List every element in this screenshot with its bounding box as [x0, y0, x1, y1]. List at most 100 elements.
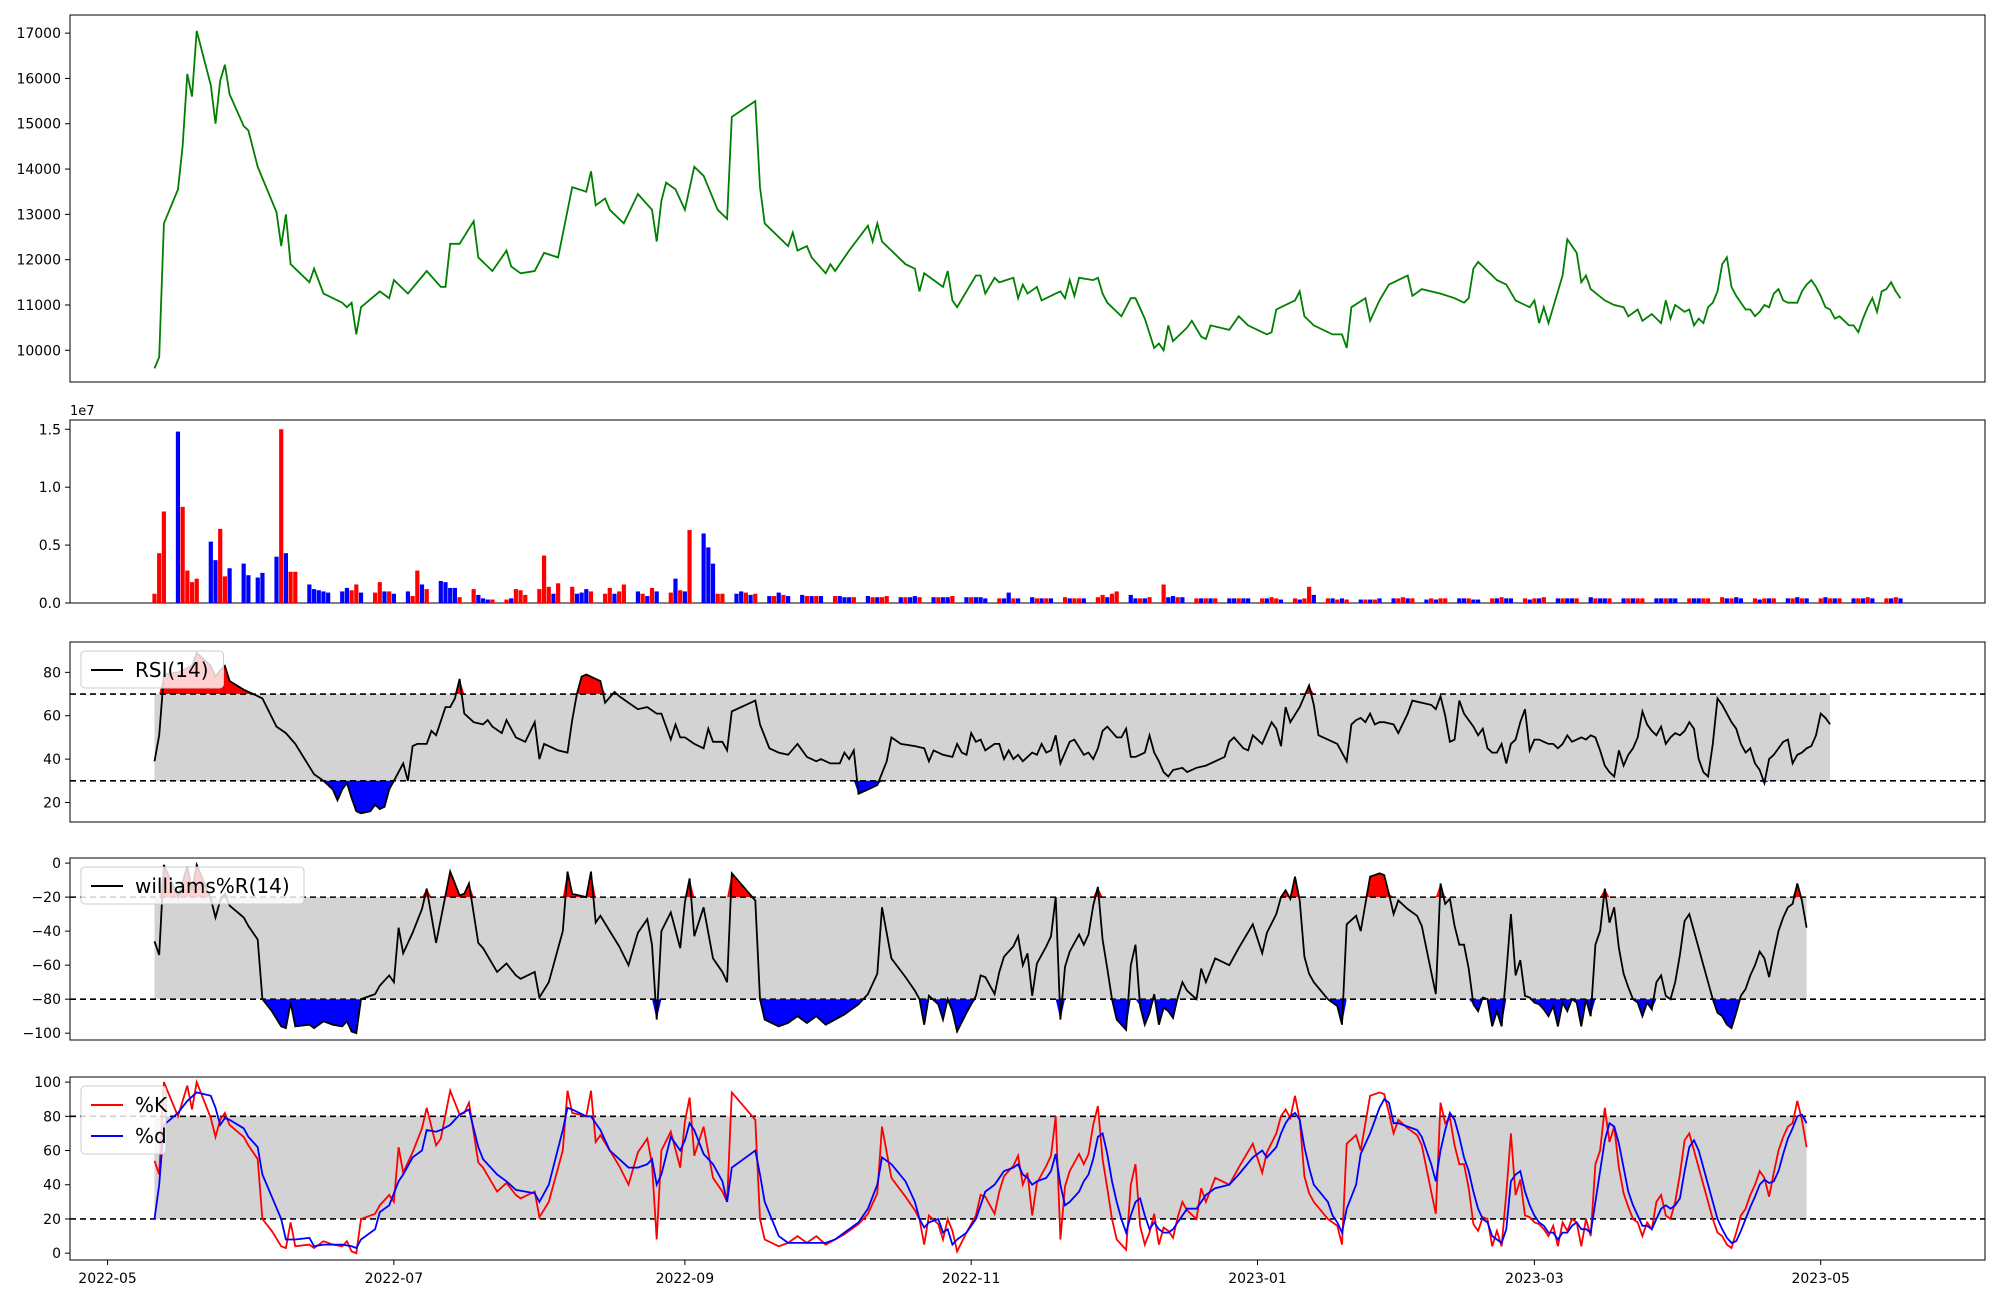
williams-ytick-label: −80	[31, 992, 61, 1008]
volume-bar	[1335, 600, 1339, 603]
volume-bar	[1556, 598, 1560, 603]
price-ytick-label: 17000	[16, 26, 61, 42]
volume-bar	[317, 590, 321, 603]
williams-ytick-label: −100	[23, 1026, 61, 1042]
volume-bar	[1790, 598, 1794, 603]
volume-bar	[809, 596, 813, 603]
volume-bar	[1237, 598, 1241, 603]
volume-bar	[866, 596, 870, 603]
volume-bar	[913, 596, 917, 603]
price-ytick-label: 12000	[16, 253, 61, 269]
x-tick-label: 2022-05	[78, 1271, 137, 1287]
volume-bar	[1044, 598, 1048, 603]
volume-bar	[716, 594, 720, 603]
volume-bar	[1640, 598, 1644, 603]
volume-bar	[227, 568, 231, 603]
rsi-neutral-band	[154, 694, 1830, 781]
volume-bar	[702, 534, 706, 603]
volume-ytick-label: 0.5	[39, 538, 61, 554]
volume-bar	[950, 596, 954, 603]
volume-offset-label: 1e7	[70, 404, 95, 419]
volume-bar	[903, 597, 907, 603]
volume-bar	[1307, 587, 1311, 603]
volume-bar	[195, 579, 199, 603]
volume-bar	[1537, 598, 1541, 603]
volume-bar	[1133, 598, 1137, 603]
price-ytick-label: 14000	[16, 162, 61, 178]
volume-bar	[1457, 598, 1461, 603]
volume-bar	[289, 572, 293, 603]
volume-bar	[1889, 598, 1893, 603]
volume-bar	[1593, 598, 1597, 603]
volume-bar	[1129, 595, 1133, 603]
volume-bar	[589, 591, 593, 603]
volume-bar	[1851, 598, 1855, 603]
volume-bar	[612, 594, 616, 603]
volume-bar	[1035, 598, 1039, 603]
volume-bar	[1697, 598, 1701, 603]
volume-bar	[1870, 598, 1874, 603]
volume-bar	[1504, 598, 1508, 603]
volume-bar	[1772, 598, 1776, 603]
volume-bar	[603, 594, 607, 603]
williams-legend-label: williams%R(14)	[135, 874, 290, 898]
volume-bar	[392, 594, 396, 603]
volume-bar	[1673, 598, 1677, 603]
volume-bar	[1424, 600, 1428, 603]
volume-bar	[350, 590, 354, 603]
volume-bar	[457, 597, 461, 603]
volume-bar	[964, 597, 968, 603]
volume-bar	[256, 578, 260, 603]
volume-bar	[871, 597, 875, 603]
volume-bar	[1438, 598, 1442, 603]
volume-bar	[1523, 598, 1527, 603]
volume-bar	[218, 529, 222, 603]
volume-bar	[1861, 598, 1865, 603]
volume-bar	[443, 582, 447, 603]
volume-bar	[1884, 598, 1888, 603]
rsi-ytick-label: 60	[43, 709, 61, 725]
volume-bar	[1368, 600, 1372, 603]
volume-bar	[1495, 598, 1499, 603]
volume-bar	[1664, 598, 1668, 603]
volume-bar	[481, 598, 485, 603]
volume-bar	[312, 589, 316, 603]
volume-bar	[547, 587, 551, 603]
volume-bar	[1434, 600, 1438, 603]
williams-oversold-fill	[155, 999, 1807, 1033]
volume-bar	[1293, 598, 1297, 603]
volume-bar	[411, 596, 415, 603]
volume-bar	[1626, 598, 1630, 603]
x-tick-label: 2022-07	[365, 1271, 424, 1287]
volume-bar	[1359, 600, 1363, 603]
volume-bar	[223, 576, 227, 603]
volume-bar	[1856, 598, 1860, 603]
volume-bar	[936, 597, 940, 603]
volume-bar	[852, 597, 856, 603]
volume-bar	[687, 530, 691, 603]
williams-ytick-label: 0	[52, 856, 61, 872]
volume-bar	[406, 591, 410, 603]
volume-bar	[655, 591, 659, 603]
volume-bar	[1575, 598, 1579, 603]
rsi-oversold-fill	[155, 781, 1831, 814]
volume-bar	[1636, 598, 1640, 603]
volume-bar	[162, 512, 166, 604]
volume-bar	[1312, 595, 1316, 603]
volume-bar	[1227, 598, 1231, 603]
volume-bar	[1819, 598, 1823, 603]
volume-bar	[1213, 598, 1217, 603]
volume-bar	[1443, 598, 1447, 603]
volume-bar	[1758, 600, 1762, 603]
volume-bar	[213, 560, 217, 603]
volume-bar	[1030, 597, 1034, 603]
volume-bar	[537, 589, 541, 603]
volume-bar	[1007, 593, 1011, 603]
volume-bar	[242, 564, 246, 603]
volume-bar	[152, 594, 156, 603]
volume-bar	[1373, 600, 1377, 603]
